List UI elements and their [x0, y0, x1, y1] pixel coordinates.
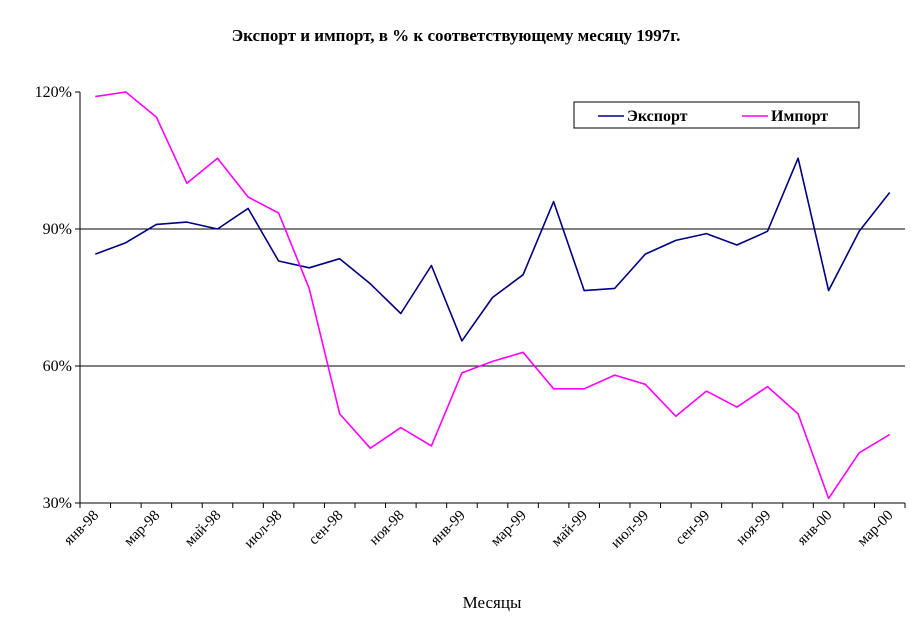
x-tick-label: мар-00 [854, 508, 896, 550]
x-tick-label: май-99 [549, 508, 591, 550]
x-tick-label: мар-98 [121, 508, 163, 550]
x-tick-label: ноя-99 [733, 508, 774, 549]
legend-label: Импорт [771, 108, 828, 125]
x-tick-label: янв-00 [794, 508, 835, 549]
x-axis-ticks: янв-98 мар-98 май-98 июл-98 сен-98 ноя-98 янв-… [61, 503, 906, 552]
series-lines [95, 91, 891, 500]
x-tick-label: янв-99 [428, 508, 469, 549]
y-tick-label: 90% [43, 221, 72, 238]
x-tick-label: мар-99 [488, 508, 530, 550]
y-axis-ticks: 30% 60% 90% 120% [35, 84, 80, 512]
x-tick-label: сен-98 [306, 508, 347, 549]
x-tick-label: май-98 [182, 508, 224, 550]
y-tick-label: 30% [43, 495, 72, 512]
legend: Экспорт Импорт [573, 101, 860, 129]
legend-label: Экспорт [627, 108, 688, 125]
y-tick-label: 60% [43, 358, 72, 375]
x-tick-label: янв-98 [61, 508, 102, 549]
x-tick-label: июл-98 [241, 508, 285, 552]
x-tick-label: ноя-98 [367, 508, 408, 549]
series-line [95, 91, 891, 500]
series-line [95, 157, 891, 342]
x-tick-label: сен-99 [673, 508, 714, 549]
x-axis-title: Месяцы [463, 593, 522, 612]
legend-box [573, 101, 860, 129]
chart-title: Экспорт и импорт, в % к соответствующему… [232, 26, 681, 45]
y-tick-label: 120% [35, 84, 72, 101]
x-tick-label: июл-99 [608, 508, 652, 552]
